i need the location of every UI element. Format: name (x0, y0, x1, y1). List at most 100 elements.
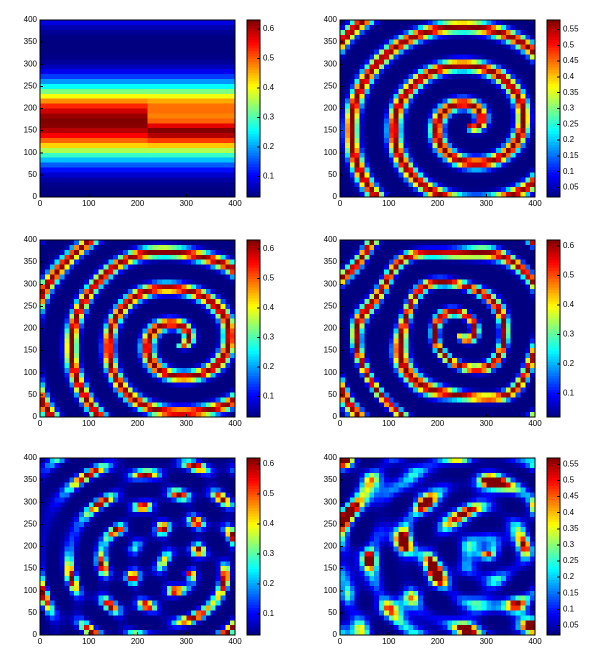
heatmap-cell (113, 59, 119, 65)
heatmap-cell (500, 162, 507, 168)
heatmap-cell (196, 133, 202, 139)
heatmap-cell (374, 93, 380, 100)
heatmap-cell (93, 264, 99, 270)
heatmap-cell (220, 412, 226, 418)
heatmap-cell (40, 358, 46, 364)
heatmap-cell (452, 79, 458, 85)
heatmap-cell (171, 397, 177, 403)
heatmap-cell (152, 249, 158, 256)
heatmap-cell (354, 142, 360, 149)
heatmap-cell (59, 348, 65, 354)
heatmap-cell (408, 74, 414, 80)
heatmap-cell (98, 372, 104, 379)
heatmap-cell (215, 59, 221, 65)
heatmap-cell (364, 192, 370, 198)
heatmap-cell (98, 133, 104, 139)
heatmap-cell (191, 172, 197, 178)
heatmap-cell (466, 192, 473, 198)
heatmap-cell (147, 103, 153, 109)
heatmap-cell (408, 108, 414, 114)
heatmap-cell (205, 103, 212, 109)
heatmap-cell (44, 162, 51, 168)
colorbar-cell (247, 336, 260, 340)
heatmap-cell (349, 123, 356, 129)
heatmap-cell (132, 98, 138, 104)
heatmap-cell (210, 318, 216, 324)
heatmap-cell (354, 93, 360, 100)
heatmap-cell (108, 64, 114, 70)
heatmap-cell (374, 142, 380, 149)
heatmap-cell (118, 147, 124, 154)
heatmap-cell (200, 44, 207, 50)
heatmap-cell (418, 69, 424, 75)
heatmap-cell (79, 93, 85, 100)
heatmap-cell (69, 308, 75, 315)
heatmap-cell (108, 407, 114, 413)
heatmap-cell (157, 387, 163, 393)
heatmap-cell (147, 39, 153, 45)
heatmap-cell (442, 20, 448, 26)
heatmap-cell (118, 69, 124, 75)
heatmap-cell (98, 269, 104, 275)
heatmap-cell (364, 392, 370, 398)
heatmap-cell (230, 157, 236, 163)
heatmap-cell (137, 187, 143, 193)
heatmap-cell (408, 157, 414, 163)
heatmap-cell (88, 313, 95, 320)
heatmap-cell (205, 177, 212, 183)
heatmap-cell (54, 392, 60, 398)
heatmap-cell (69, 372, 75, 379)
y-tick-label: 150 (24, 346, 38, 355)
heatmap-cell (364, 348, 370, 354)
heatmap-cell (83, 323, 90, 329)
heatmap-cell (505, 34, 512, 41)
heatmap-cell (49, 244, 56, 251)
heatmap-cell (447, 147, 453, 154)
heatmap-cell (88, 39, 95, 45)
heatmap-cell (515, 93, 521, 100)
heatmap-cell (88, 113, 95, 119)
heatmap-cell (471, 138, 477, 144)
heatmap-cell (403, 103, 409, 109)
heatmap-cell (393, 69, 399, 75)
heatmap-cell (64, 367, 70, 374)
heatmap-cell (176, 152, 182, 159)
heatmap-cell (118, 79, 124, 85)
heatmap-cell (122, 152, 129, 159)
heatmap-cell (132, 313, 138, 320)
heatmap-cell (369, 402, 375, 408)
heatmap-cell (530, 113, 536, 119)
heatmap-cell (200, 128, 207, 134)
heatmap-cell (191, 284, 197, 290)
heatmap-cell (152, 187, 158, 193)
heatmap-cell (69, 133, 75, 139)
colorbar-cell (247, 114, 260, 118)
heatmap-cell (471, 74, 477, 80)
heatmap-cell (49, 294, 56, 300)
heatmap-cell (74, 353, 80, 359)
heatmap-cell (79, 54, 85, 60)
heatmap-cell (388, 118, 395, 124)
heatmap-cell (127, 308, 134, 315)
heatmap-cell (220, 147, 226, 154)
heatmap-cell (525, 49, 531, 55)
heatmap-cell (418, 172, 424, 178)
heatmap-cell (220, 59, 226, 65)
heatmap-cell (481, 74, 487, 80)
heatmap-cell (461, 118, 468, 124)
heatmap-cell (481, 172, 487, 178)
heatmap-cell (88, 397, 95, 403)
heatmap-cell (196, 74, 202, 80)
heatmap-cell (98, 103, 104, 109)
heatmap-cell (142, 299, 148, 305)
heatmap-cell (176, 69, 182, 75)
heatmap-cell (354, 358, 360, 364)
heatmap-cell (176, 313, 182, 320)
heatmap-cell (54, 289, 60, 295)
heatmap-cell (230, 74, 236, 80)
heatmap-cell (422, 192, 429, 198)
heatmap-cell (359, 240, 365, 246)
heatmap-cell (393, 113, 399, 119)
heatmap-cell (230, 279, 236, 285)
heatmap-cell (230, 98, 236, 104)
